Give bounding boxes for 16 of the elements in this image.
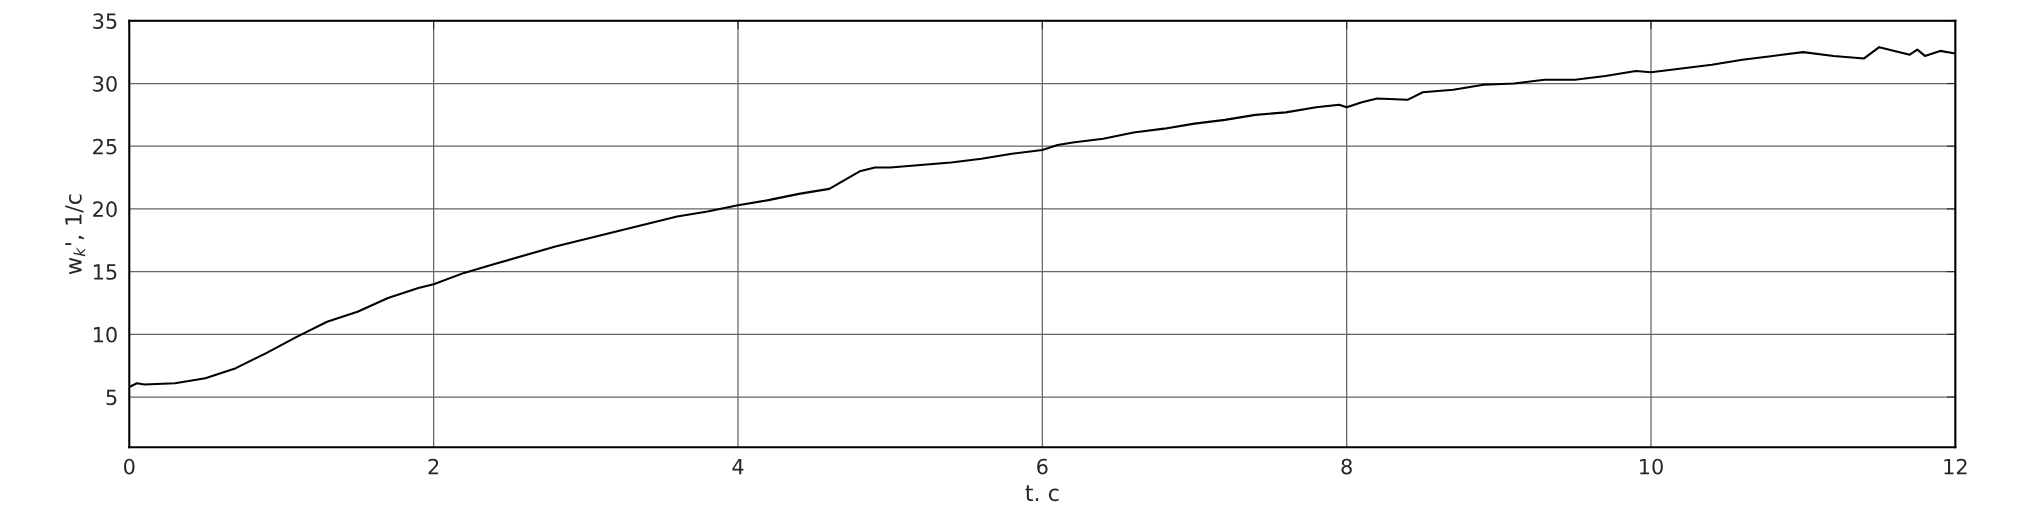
y-tick-label: 30 [93, 75, 117, 92]
x-tick-label: 10 [1640, 458, 1663, 475]
y-tick-label: 25 [93, 138, 117, 155]
x-tick-label: 6 [1037, 458, 1048, 475]
y-tick-label: 15 [93, 264, 117, 280]
y-tick-label: 5 [106, 389, 117, 406]
x-axis-title: t. c [1025, 485, 1059, 502]
y-tick-label: 20 [93, 201, 117, 218]
x-tick-label: 2 [428, 458, 439, 475]
y-tick-label: 35 [93, 13, 117, 30]
x-tick-label: 0 [124, 458, 135, 475]
x-tick-label: 12 [1944, 458, 1967, 475]
y-axis-title: w$_{k}$', 1/c [65, 194, 86, 275]
x-tick-label: 8 [1341, 458, 1352, 475]
x-tick-label: 4 [732, 458, 744, 475]
y-tick-label: 10 [93, 326, 117, 343]
